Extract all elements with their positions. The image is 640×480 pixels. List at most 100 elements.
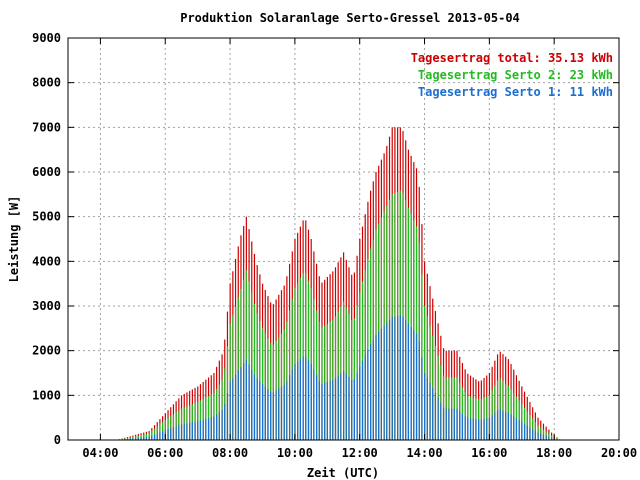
- bar-serto2: [175, 412, 177, 440]
- bar-serto2: [461, 387, 464, 440]
- bar-serto2: [137, 435, 139, 440]
- y-tick-label: 8000: [32, 76, 61, 90]
- bar-serto1: [145, 437, 148, 440]
- bar-serto2: [126, 437, 129, 440]
- bar-serto1: [464, 416, 466, 440]
- bar-serto1: [264, 386, 266, 440]
- bar-serto1: [532, 429, 534, 440]
- bar-serto1: [245, 359, 247, 440]
- bar-serto1: [472, 418, 474, 440]
- bar-serto2: [256, 313, 258, 440]
- bar-serto2: [486, 396, 488, 440]
- plot-frame: [67, 37, 620, 441]
- bar-serto2: [372, 239, 374, 440]
- y-tick-label: 7000: [32, 120, 61, 134]
- bar-serto2: [318, 321, 320, 440]
- bar-serto2: [172, 414, 175, 440]
- bar-serto1: [302, 356, 304, 440]
- bar-serto2: [216, 388, 218, 440]
- bar-serto1: [224, 404, 226, 440]
- bar-serto1: [162, 431, 164, 440]
- bar-serto1: [445, 408, 447, 440]
- legend-entry: Tagesertrag total: 35.13 kWh: [411, 51, 613, 65]
- bar-serto1: [337, 375, 339, 440]
- bar-serto1: [318, 380, 320, 440]
- bar-serto1: [348, 376, 350, 440]
- bar-serto2: [159, 424, 161, 440]
- bar-serto1: [159, 432, 161, 440]
- x-tick-label: 20:00: [601, 446, 637, 460]
- bar-serto1: [280, 386, 283, 440]
- bar-serto1: [226, 393, 229, 440]
- bar-serto2: [197, 402, 199, 440]
- bar-serto1: [256, 378, 258, 440]
- bar-serto1: [307, 360, 310, 440]
- bar-serto1: [499, 409, 501, 440]
- bar-serto2: [297, 283, 299, 440]
- bar-serto1: [353, 379, 355, 440]
- bar-serto1: [507, 412, 509, 440]
- bar-serto1: [340, 373, 342, 440]
- bar-serto1: [434, 392, 437, 440]
- bar-serto1: [523, 423, 526, 440]
- bar-serto2: [415, 226, 418, 440]
- bar-serto1: [299, 359, 301, 440]
- bar-serto1: [391, 317, 393, 440]
- bars: [118, 127, 561, 441]
- bar-serto2: [261, 328, 264, 440]
- bar-serto1: [359, 366, 361, 440]
- bar-serto1: [502, 410, 504, 440]
- ticks: [68, 37, 620, 441]
- bar-serto1: [126, 438, 129, 440]
- bar-serto2: [488, 395, 491, 440]
- bar-serto2: [178, 410, 180, 440]
- bar-serto2: [189, 405, 191, 440]
- bar-serto1: [456, 408, 458, 440]
- bar-serto2: [542, 429, 545, 440]
- bar-serto2: [121, 438, 123, 440]
- bar-serto2: [232, 315, 234, 440]
- bar-serto1: [378, 331, 380, 440]
- bar-serto2: [162, 422, 164, 440]
- bar-serto1: [315, 375, 318, 440]
- bar-serto1: [170, 428, 172, 440]
- bar-serto1: [151, 435, 153, 440]
- bar-serto1: [405, 320, 407, 440]
- bar-serto1: [167, 429, 169, 440]
- bar-serto1: [294, 364, 296, 440]
- bar-serto2: [148, 433, 150, 440]
- bar-serto2: [170, 416, 172, 440]
- bar-serto1: [510, 414, 512, 440]
- bar-serto2: [129, 437, 131, 440]
- bar-serto1: [488, 417, 491, 440]
- x-tick-label: 04:00: [82, 446, 118, 460]
- bar-serto1: [261, 384, 264, 440]
- bar-serto1: [221, 410, 223, 440]
- bar-serto1: [132, 438, 134, 440]
- bar-serto1: [496, 410, 499, 440]
- bar-serto1: [272, 392, 274, 440]
- bar-serto1: [380, 328, 383, 440]
- x-tick-label: 14:00: [406, 446, 442, 460]
- bar-serto2: [221, 380, 223, 440]
- bar-serto2: [310, 288, 312, 440]
- x-axis-label: Zeit (UTC): [307, 466, 379, 480]
- bar-serto2: [240, 288, 242, 440]
- bar-serto1: [375, 335, 377, 440]
- chart-title: Produktion Solaranlage Serto-Gressel 201…: [180, 11, 520, 25]
- bar-serto1: [194, 421, 196, 440]
- bar-serto2: [534, 422, 536, 440]
- bar-serto2: [135, 436, 137, 440]
- bar-serto1: [253, 374, 256, 440]
- bar-serto2: [394, 193, 396, 440]
- bar-serto2: [194, 403, 196, 440]
- bar-serto1: [548, 436, 550, 440]
- bar-serto2: [286, 321, 288, 440]
- bar-serto1: [513, 416, 515, 440]
- bar-serto2: [145, 433, 148, 440]
- bar-serto2: [259, 320, 261, 440]
- bar-serto2: [399, 190, 401, 440]
- x-tick-label: 12:00: [342, 446, 378, 460]
- bar-serto1: [515, 418, 518, 440]
- bar-serto1: [383, 325, 385, 440]
